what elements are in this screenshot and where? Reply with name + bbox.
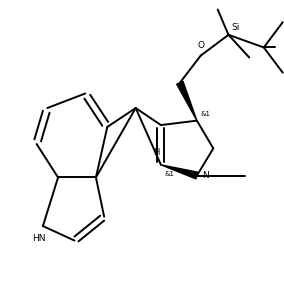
Text: &1: &1 [200, 111, 210, 118]
Text: HN: HN [32, 234, 45, 242]
Text: H: H [153, 148, 159, 157]
Text: O: O [197, 41, 204, 50]
Polygon shape [161, 165, 198, 179]
Text: N: N [202, 171, 209, 180]
Text: &1: &1 [164, 171, 174, 177]
Text: Si: Si [232, 23, 240, 32]
Polygon shape [177, 81, 197, 121]
